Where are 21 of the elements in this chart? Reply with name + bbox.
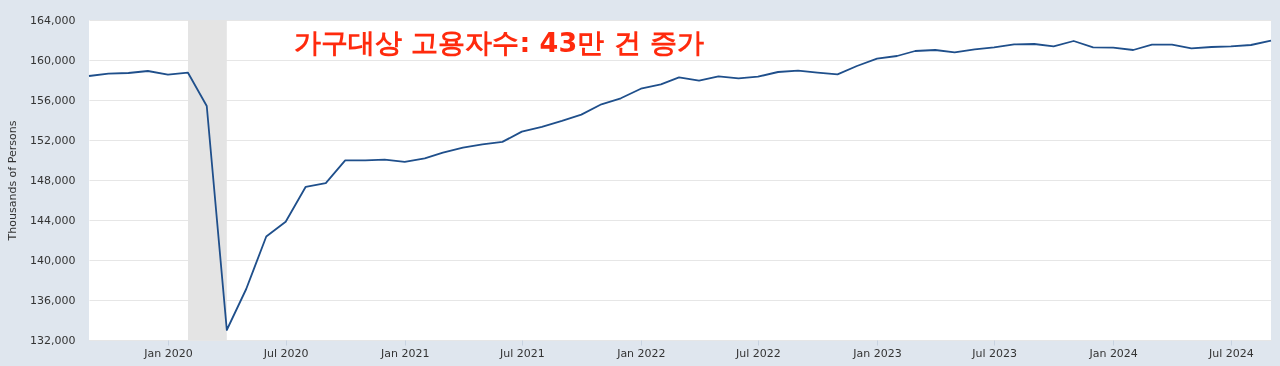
y-axis-title: Thousands of Persons	[6, 120, 20, 242]
y-tick-label: 144,000	[30, 213, 76, 227]
y-tick-label: 160,000	[30, 53, 76, 67]
x-tick-label: Jul 2024	[1208, 346, 1254, 360]
y-tick-label: 140,000	[30, 253, 76, 267]
y-tick-label: 132,000	[30, 333, 76, 347]
x-tick-label: Jul 2022	[735, 346, 781, 360]
chart-title: 가구대상 고용자수: 43만 건 증가	[294, 27, 704, 58]
x-tick-label: Jan 2021	[379, 346, 430, 360]
y-tick-label: 156,000	[30, 93, 76, 107]
y-tick-label: 136,000	[30, 293, 76, 307]
x-tick-label: Jan 2020	[143, 346, 193, 360]
x-tick-label: Jan 2024	[1088, 346, 1138, 360]
x-tick-label: Jul 2021	[498, 346, 545, 360]
x-tick-label: Jul 2020	[262, 346, 309, 360]
x-tick-label: Jan 2022	[616, 346, 666, 360]
y-tick-label: 152,000	[30, 133, 76, 147]
y-tick-label: 164,000	[30, 13, 76, 27]
x-tick-label: Jan 2023	[852, 346, 902, 360]
y-tick-label: 148,000	[30, 173, 76, 187]
x-tick-label: Jul 2023	[971, 346, 1017, 360]
